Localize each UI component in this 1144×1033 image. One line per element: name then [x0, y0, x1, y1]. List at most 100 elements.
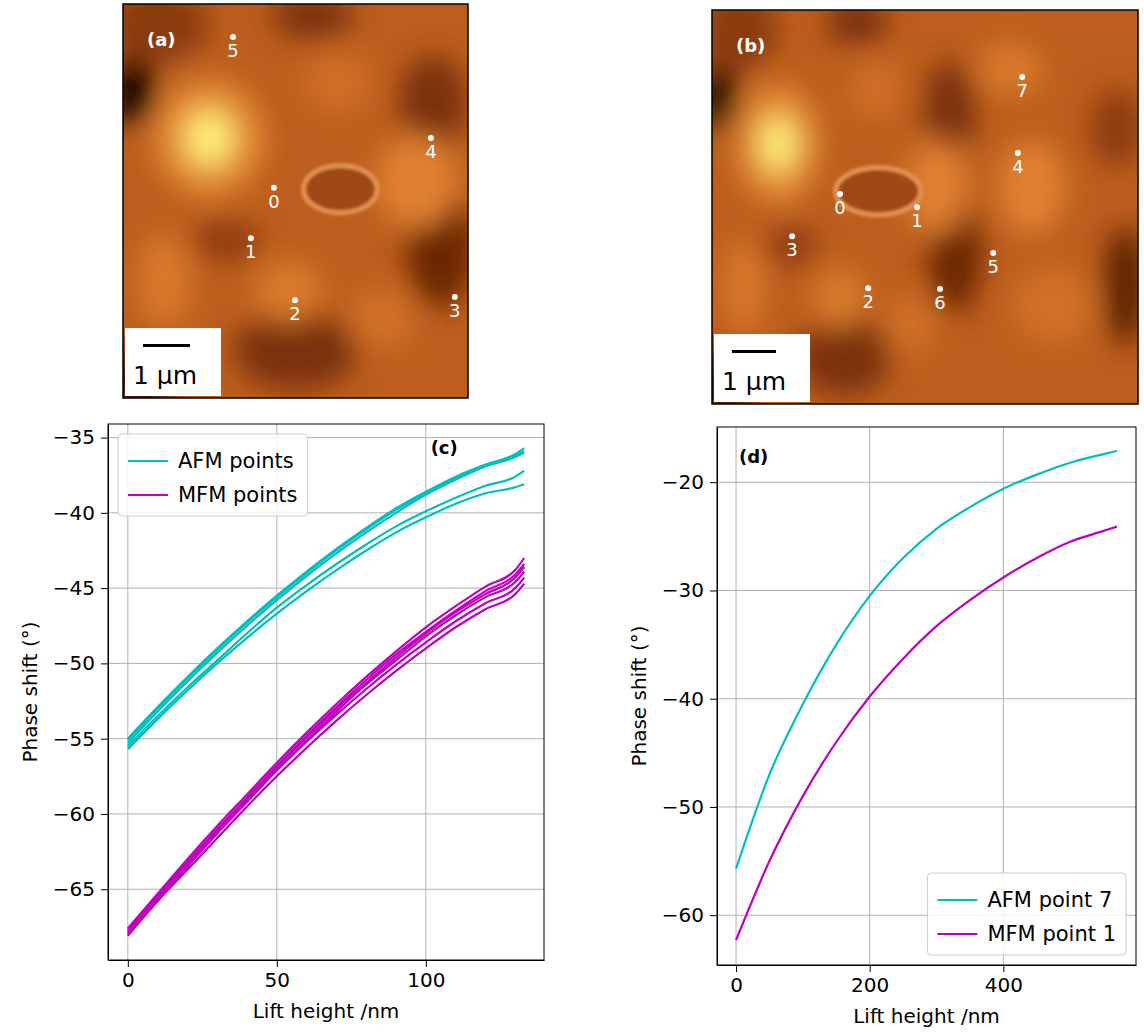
y-grid-line [108, 588, 544, 589]
figure: 5401231 µm(a)740135261 µm(b)050100−65−60… [0, 0, 1144, 1033]
x-tick-mark [1003, 965, 1004, 972]
point-label: 6 [934, 292, 945, 313]
texture-blob [123, 55, 154, 126]
texture-blob [137, 233, 192, 328]
x-tick: 0 [730, 965, 743, 997]
texture-blob [997, 140, 1065, 235]
point-label: 0 [834, 197, 845, 218]
legend-swatch [937, 899, 977, 901]
texture-blob [736, 85, 821, 203]
y-tick: −65 [53, 877, 108, 901]
texture-blob [712, 10, 778, 69]
y-tick-label: −40 [662, 687, 704, 711]
x-tick: 200 [851, 965, 889, 997]
plot-frame [108, 424, 544, 960]
series-line [128, 572, 524, 935]
image-panel: 740135261 µm(b) [699, 0, 1144, 420]
data-lines [736, 451, 1117, 940]
texture-blob [849, 57, 902, 120]
x-tick-label: 200 [851, 973, 889, 997]
x-tick-mark [426, 960, 427, 967]
texture-blob [123, 4, 209, 63]
y-tick: −45 [53, 576, 108, 600]
figure-svg: 5401231 µm(a)740135261 µm(b)050100−65−60… [0, 0, 1144, 1033]
y-axis: −65−60−55−50−45−40−35 [53, 425, 109, 961]
line-panel: 050100−65−60−55−50−45−40−35Lift height /… [18, 424, 545, 1023]
image-frame [712, 10, 1138, 404]
x-tick-label: 50 [265, 968, 290, 992]
x-tick-label: 0 [730, 973, 743, 997]
scan-texture [123, 4, 468, 398]
y-tick-mark [710, 699, 717, 700]
y-axis: −60 −50 −40 −30 −20 [662, 428, 718, 966]
texture-blob [185, 110, 233, 165]
x-tick-mark [128, 960, 129, 967]
point-label: 4 [1012, 156, 1023, 177]
y-tick-label: −50 [662, 795, 704, 819]
y-tick-label: −60 [53, 802, 95, 826]
legend-swatch [128, 494, 168, 496]
y-grid-line [108, 889, 544, 890]
point-label: 2 [289, 303, 300, 324]
texture-blob [347, 288, 416, 351]
y-tick: −55 [53, 727, 108, 751]
y-tick: −20 [662, 470, 717, 494]
point-label: 5 [987, 256, 998, 277]
texture-blob [760, 116, 797, 171]
x-tick-mark [870, 965, 871, 972]
series-line [128, 558, 524, 928]
legend-label: AFM point 7 [987, 888, 1112, 912]
grid [108, 424, 544, 960]
y-tick-label: −65 [53, 877, 95, 901]
scale-bar-box [714, 334, 810, 402]
y-axis-title: Phase shift (°) [627, 625, 651, 766]
legend-box [118, 434, 308, 516]
ring-feature [836, 168, 921, 215]
x-tick-mark [277, 960, 278, 967]
y-grid-line [108, 813, 544, 814]
y-grid-line [108, 663, 544, 664]
texture-blob [826, 10, 889, 45]
scale-bar-line [143, 344, 190, 347]
y-tick-mark [710, 915, 717, 916]
scale-bar: 1 µm [714, 334, 810, 402]
x-tick: 100 [407, 960, 445, 992]
texture-blob [1104, 227, 1138, 345]
x-axis: 0200400 [718, 965, 1137, 997]
texture-blob [812, 266, 865, 329]
y-tick-label: −30 [662, 578, 704, 602]
texture-blob [797, 317, 892, 396]
y-tick-mark [710, 807, 717, 808]
legend-swatch [937, 933, 977, 935]
legend-label: MFM point 1 [987, 922, 1116, 946]
texture-blob [765, 227, 818, 266]
y-grid-line [717, 806, 1136, 807]
scan-image [123, 4, 468, 398]
y-tick: −50 [662, 795, 717, 819]
x-axis-line [109, 960, 545, 961]
series-line [128, 448, 524, 739]
y-axis-line [108, 425, 109, 961]
legend-swatch [128, 460, 168, 462]
legend: AFM point 7 MFM point 1 [927, 873, 1126, 955]
y-tick: −40 [53, 501, 108, 525]
series-line [128, 453, 524, 741]
panel-label: (a) [147, 29, 176, 50]
y-tick: −35 [53, 425, 108, 449]
legend-box [927, 873, 1126, 955]
grid [717, 427, 1136, 965]
scan-image [712, 10, 1138, 404]
scale-bar-label: 1 µm [722, 367, 786, 396]
series-line [128, 584, 524, 936]
texture-blob [271, 4, 354, 39]
texture-blob [976, 42, 1044, 97]
y-tick: −40 [662, 687, 717, 711]
image-frame [123, 4, 468, 398]
scan-texture [712, 10, 1138, 404]
x-tick-label: 100 [407, 968, 445, 992]
x-grid-line [736, 427, 737, 965]
y-tick-label: −45 [53, 576, 95, 600]
panel-label: (b) [736, 35, 765, 56]
y-tick-label: −60 [662, 903, 704, 927]
x-tick: 0 [122, 960, 135, 992]
